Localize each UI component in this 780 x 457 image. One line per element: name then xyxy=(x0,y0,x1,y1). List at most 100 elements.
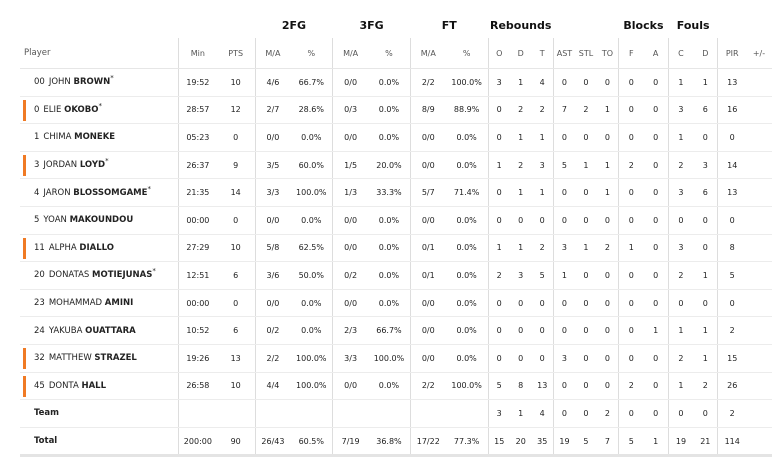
col-ast[interactable]: AST xyxy=(553,38,576,69)
stat-cell: 0 xyxy=(643,234,669,263)
boxscore-table: 2FG 3FG FT Rebounds Blocks Fouls Player … xyxy=(20,12,772,457)
col-2fg-ma[interactable]: M/A xyxy=(255,38,291,69)
table-row[interactable]: 00 JOHN BROWN* 19:52 10 4/6 66.7% 0/0 0.0% 2/2 10… xyxy=(20,68,772,97)
player-first-name: JORDAN xyxy=(43,160,78,171)
star-marker: * xyxy=(152,267,156,276)
player-name-cell[interactable]: 0 ELIE OKOBO* xyxy=(20,96,179,125)
player-last-name: OKOBO xyxy=(64,104,99,115)
stat-cell: 4/6 xyxy=(255,68,291,97)
table-row[interactable]: 45 DONTA HALL 26:58 10 4/4 100.0% 0/0 0.0% 2/2 10… xyxy=(20,372,772,401)
stat-cell: 0 xyxy=(509,206,532,235)
table-row[interactable]: 4 JARON BLOSSOMGAME* 21:35 14 3/3 100.0% 1/3 33… xyxy=(20,178,772,207)
player-name-cell[interactable]: 11 ALPHA DIALLO xyxy=(20,234,179,263)
stat-cell: 1 xyxy=(575,151,597,180)
stat-cell: 15 xyxy=(717,344,746,373)
stat-cell: 1 xyxy=(693,261,719,290)
col-plus-minus[interactable]: +/- xyxy=(745,38,772,69)
stat-cell: 100.0% xyxy=(290,372,334,401)
stat-cell: 7 xyxy=(553,96,576,125)
stat-cell: 0 xyxy=(531,316,554,345)
stat-cell: 12:51 xyxy=(178,261,217,290)
table-row[interactable]: 5 YOAN MAKOUNDOU 00:00 0 0/0 0.0% 0/0 0.0% 0/0 0.… xyxy=(20,206,772,235)
stat-cell: 1 xyxy=(668,68,694,97)
stat-cell: 1 xyxy=(575,234,597,263)
jersey-number: 0 xyxy=(34,104,40,115)
table-row[interactable]: 24 YAKUBA OUATTARA 10:52 6 0/2 0.0% 2/3 66.7% 0/… xyxy=(20,316,772,345)
table-row[interactable]: 11 ALPHA DIALLO 27:29 10 5/8 62.5% 0/0 0.0% 0/1 0… xyxy=(20,234,772,263)
jersey-number: 5 xyxy=(34,215,40,226)
col-reb-d[interactable]: D xyxy=(509,38,532,69)
stat-cell: 2 xyxy=(668,344,694,373)
stat-cell: 3/3 xyxy=(255,178,291,207)
stat-cell: 0.0% xyxy=(445,289,489,318)
col-ft-ma[interactable]: M/A xyxy=(410,38,446,69)
col-3fg-ma[interactable]: M/A xyxy=(332,38,368,69)
stat-cell: 2/7 xyxy=(255,96,291,125)
player-name-cell[interactable]: 1 CHIMA MONEKE xyxy=(20,123,179,152)
col-pir[interactable]: PIR xyxy=(717,38,746,69)
stat-cell: 2 xyxy=(575,96,597,125)
stat-cell: 1 xyxy=(668,372,694,401)
col-player[interactable]: Player xyxy=(20,38,179,69)
stat-cell: 0/0 xyxy=(410,344,446,373)
table-row[interactable]: 3 JORDAN LOYD* 26:37 9 3/5 60.0% 1/5 20.0% 0/0 0.… xyxy=(20,151,772,180)
stat-cell: 0 xyxy=(531,206,554,235)
stat-cell: 0 xyxy=(618,261,644,290)
stat-cell: 5 xyxy=(531,261,554,290)
player-name-cell[interactable]: 45 DONTA HALL xyxy=(20,372,179,401)
stat-cell: 1 xyxy=(596,151,620,180)
table-row[interactable]: 1 CHIMA MONEKE 05:23 0 0/0 0.0% 0/0 0.0% 0/0 0.0%… xyxy=(20,123,772,152)
table-row[interactable]: 23 MOHAMMAD AMINI 00:00 0 0/0 0.0% 0/0 0.0% 0/0 0… xyxy=(20,289,772,318)
stat-cell: 66.7% xyxy=(367,316,411,345)
stat-cell: 13 xyxy=(531,372,554,401)
stat-cell: 1 xyxy=(488,151,510,180)
stat-cell: 12 xyxy=(216,96,256,125)
col-3fg-pct[interactable]: % xyxy=(367,38,411,69)
stat-cell: 00:00 xyxy=(178,206,217,235)
stat-cell: 5 xyxy=(618,427,644,457)
col-blk-f[interactable]: F xyxy=(618,38,644,69)
stat-cell: 1 xyxy=(509,178,532,207)
col-foul-c[interactable]: C xyxy=(668,38,694,69)
stat-cell xyxy=(332,399,368,428)
stat-cell: 0.0% xyxy=(367,372,411,401)
table-row[interactable]: 0 ELIE OKOBO* 28:57 12 2/7 28.6% 0/3 0.0% 8/9 88.… xyxy=(20,96,772,125)
player-name-cell[interactable]: 32 MATTHEW STRAZEL xyxy=(20,344,179,373)
stat-cell: 13 xyxy=(717,68,746,97)
col-blk-a[interactable]: A xyxy=(643,38,669,69)
stat-cell: 21:35 xyxy=(178,178,217,207)
player-name-cell[interactable]: 4 JARON BLOSSOMGAME* xyxy=(20,178,179,207)
stat-cell: 0 xyxy=(531,289,554,318)
stat-cell: 5 xyxy=(488,372,510,401)
col-foul-d[interactable]: D xyxy=(693,38,719,69)
col-min[interactable]: Min xyxy=(178,38,217,69)
stat-cell: 2 xyxy=(668,151,694,180)
player-first-name: ALPHA xyxy=(48,242,77,253)
col-2fg-pct[interactable]: % xyxy=(290,38,334,69)
table-row[interactable]: 32 MATTHEW STRAZEL 19:26 13 2/2 100.0% 3/3 100.… xyxy=(20,344,772,373)
stat-cell: 2 xyxy=(596,234,620,263)
player-name-cell[interactable]: 20 DONATAS MOTIEJUNAS* xyxy=(20,261,179,290)
col-stl[interactable]: STL xyxy=(575,38,597,69)
col-reb-o[interactable]: O xyxy=(488,38,510,69)
col-to[interactable]: TO xyxy=(596,38,620,69)
stat-cell: 0 xyxy=(643,178,669,207)
stat-cell: 19:52 xyxy=(178,68,217,97)
col-reb-t[interactable]: T xyxy=(531,38,554,69)
player-name-cell[interactable]: 5 YOAN MAKOUNDOU xyxy=(20,206,179,235)
col-ft-pct[interactable]: % xyxy=(445,38,489,69)
stat-cell: 7/19 xyxy=(332,427,368,457)
player-name-cell[interactable]: 3 JORDAN LOYD* xyxy=(20,151,179,180)
jersey-number: 1 xyxy=(34,132,40,143)
stat-cell: 0 xyxy=(553,316,576,345)
stat-cell: 6 xyxy=(693,178,719,207)
player-name-cell[interactable]: 23 MOHAMMAD AMINI xyxy=(20,289,179,318)
player-name-cell[interactable]: 00 JOHN BROWN* xyxy=(20,68,179,97)
table-row[interactable]: 20 DONATAS MOTIEJUNAS* 12:51 6 3/6 50.0% 0/2 0.… xyxy=(20,261,772,290)
col-pts[interactable]: PTS xyxy=(216,38,256,69)
stat-cell: 1 xyxy=(596,96,620,125)
stat-cell: 0 xyxy=(575,68,597,97)
player-name-cell[interactable]: 24 YAKUBA OUATTARA xyxy=(20,316,179,345)
stat-cell: 5 xyxy=(717,261,746,290)
stat-cell: 4/4 xyxy=(255,372,291,401)
